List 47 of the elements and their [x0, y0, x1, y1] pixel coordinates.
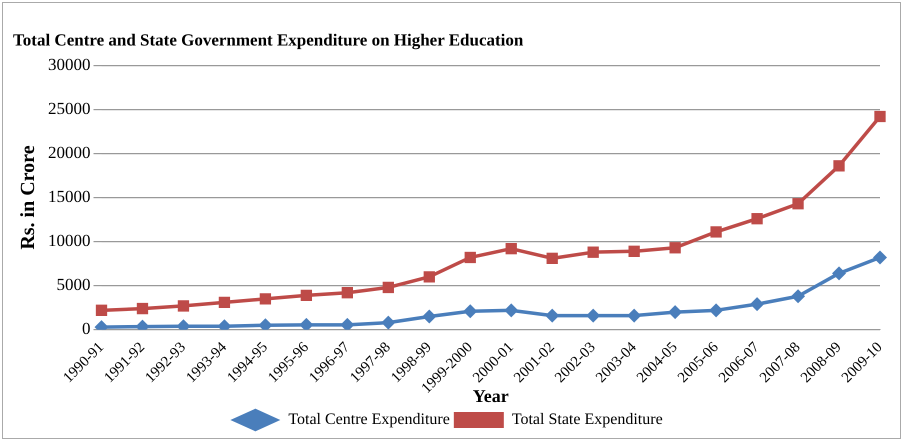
point: [422, 310, 436, 324]
y-tick-label: 25000: [48, 98, 90, 118]
y-tick-label: 5000: [56, 275, 90, 294]
point: [260, 293, 272, 305]
point: [873, 250, 887, 264]
point: [178, 300, 190, 312]
y-tick-label: 20000: [48, 142, 90, 162]
legend-label: Total Centre Expenditure: [288, 411, 450, 428]
point: [750, 297, 764, 312]
point: [709, 303, 724, 318]
y-tick-label: 0: [82, 319, 90, 338]
point: [218, 296, 230, 308]
point: [792, 198, 804, 210]
x-axis-title: Year: [472, 386, 509, 406]
point: [586, 308, 600, 323]
point: [588, 246, 599, 258]
point: [833, 160, 845, 172]
y-tick-label: 10000: [48, 231, 90, 250]
point: [832, 266, 846, 280]
point: [668, 305, 682, 320]
point: [710, 226, 722, 238]
point: [463, 304, 478, 318]
point: [340, 318, 354, 330]
point: [381, 316, 396, 330]
point: [504, 303, 518, 318]
point: [545, 308, 560, 323]
point: [627, 308, 642, 323]
point: [791, 289, 806, 304]
point: [382, 282, 394, 294]
point: [751, 213, 763, 224]
point: [299, 318, 314, 330]
point: [546, 252, 558, 264]
y-tick-label: 30000: [48, 54, 90, 74]
legend-label: Total State Expenditure: [512, 411, 663, 428]
point: [300, 290, 312, 302]
point: [424, 271, 435, 283]
chart-title: Total Centre and State Government Expenditure on Higher Education: [13, 30, 524, 50]
point: [342, 287, 353, 298]
point: [464, 252, 476, 264]
point: [628, 246, 640, 257]
y-axis-title: Rs. in Crore: [17, 145, 40, 250]
y-tick-label: 15000: [48, 187, 90, 206]
point: [136, 302, 148, 314]
point: [506, 243, 517, 254]
point: [96, 304, 108, 316]
point: [669, 242, 681, 254]
point: [874, 110, 886, 122]
